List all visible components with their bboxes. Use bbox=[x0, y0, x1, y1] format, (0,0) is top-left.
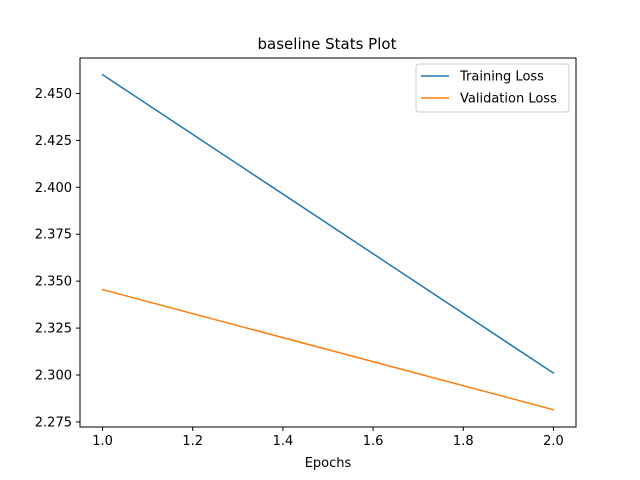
plot-area-frame bbox=[79, 57, 577, 428]
legend: Training Loss Validation Loss bbox=[415, 63, 570, 113]
legend-label-2: Validation Loss bbox=[460, 92, 557, 107]
x-axis-label: Epochs bbox=[305, 456, 352, 471]
x-tick-label: 1.4 bbox=[273, 434, 294, 449]
y-tick-label: 2.350 bbox=[35, 275, 72, 290]
series-layer bbox=[101, 73, 555, 411]
y-tick-label: 2.300 bbox=[35, 369, 72, 384]
legend-label-1: Training Loss bbox=[459, 70, 544, 85]
x-axis-ticks: 1.0 1.2 1.4 1.6 1.8 2.0 bbox=[92, 427, 564, 449]
y-tick-label: 2.450 bbox=[35, 87, 72, 102]
series-line-2 bbox=[101, 288, 555, 411]
y-tick-label: 2.400 bbox=[35, 181, 72, 196]
y-tick-label: 2.325 bbox=[35, 322, 72, 337]
x-tick-label: 1.6 bbox=[363, 434, 384, 449]
x-tick-label: 1.8 bbox=[453, 434, 474, 449]
x-tick-label: 2.0 bbox=[543, 434, 564, 449]
y-axis-ticks: 2.275 2.300 2.325 2.350 2.375 2.400 2.425 2.450 bbox=[35, 87, 80, 430]
x-tick-label: 1.2 bbox=[182, 434, 203, 449]
y-tick-label: 2.375 bbox=[35, 228, 72, 243]
y-tick-label: 2.275 bbox=[35, 415, 72, 430]
series-line-1 bbox=[101, 73, 555, 375]
legend-box bbox=[415, 63, 570, 113]
x-tick-label: 1.0 bbox=[92, 434, 113, 449]
y-tick-label: 2.425 bbox=[35, 134, 72, 149]
chart-title: baseline Stats Plot bbox=[258, 35, 397, 53]
